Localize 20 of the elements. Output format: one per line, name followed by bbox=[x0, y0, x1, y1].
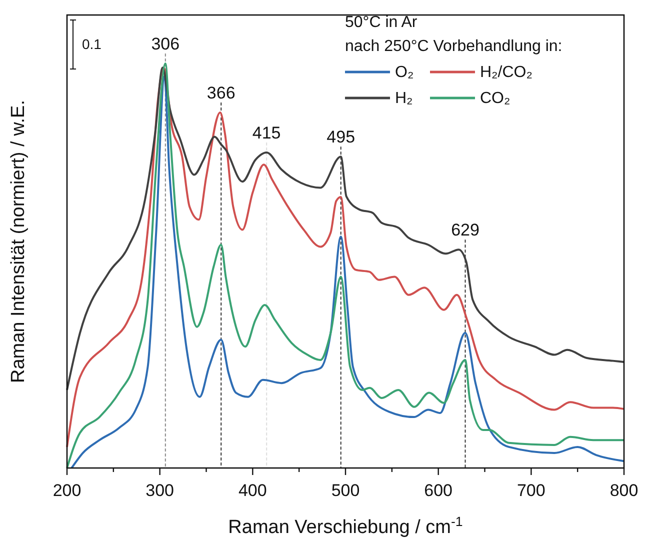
x-tick-label: 300 bbox=[146, 481, 174, 500]
x-tick-label: 800 bbox=[610, 481, 638, 500]
x-tick-label: 200 bbox=[52, 481, 82, 500]
legend-label: H₂ bbox=[395, 90, 413, 107]
legend-title: 50°C in Ar nach 250°C Vorbehandlung in: bbox=[345, 14, 562, 55]
ref-line-label: 495 bbox=[326, 128, 356, 147]
x-tick-label: 600 bbox=[424, 481, 453, 500]
ref-line-label: 629 bbox=[451, 220, 480, 240]
x-tick-label: 700 bbox=[516, 481, 546, 500]
ref-line-label: 415 bbox=[252, 124, 281, 143]
legend-label: CO₂ bbox=[480, 90, 510, 107]
x-axis-title: Raman Verschiebung / cm$^{-1}$ bbox=[228, 514, 463, 538]
text: 0.1 bbox=[82, 36, 102, 52]
ref-line-label: 366 bbox=[206, 83, 236, 102]
y-axis-title: Raman Intensität (normiert) / w.E. bbox=[8, 100, 29, 383]
legend-label: O₂ bbox=[395, 64, 414, 81]
x-tick-label: 400 bbox=[238, 481, 267, 500]
x-tick-label: 500 bbox=[331, 481, 360, 500]
legend-label: H₂/CO₂ bbox=[480, 64, 532, 81]
ref-line-label: 306 bbox=[151, 34, 180, 54]
